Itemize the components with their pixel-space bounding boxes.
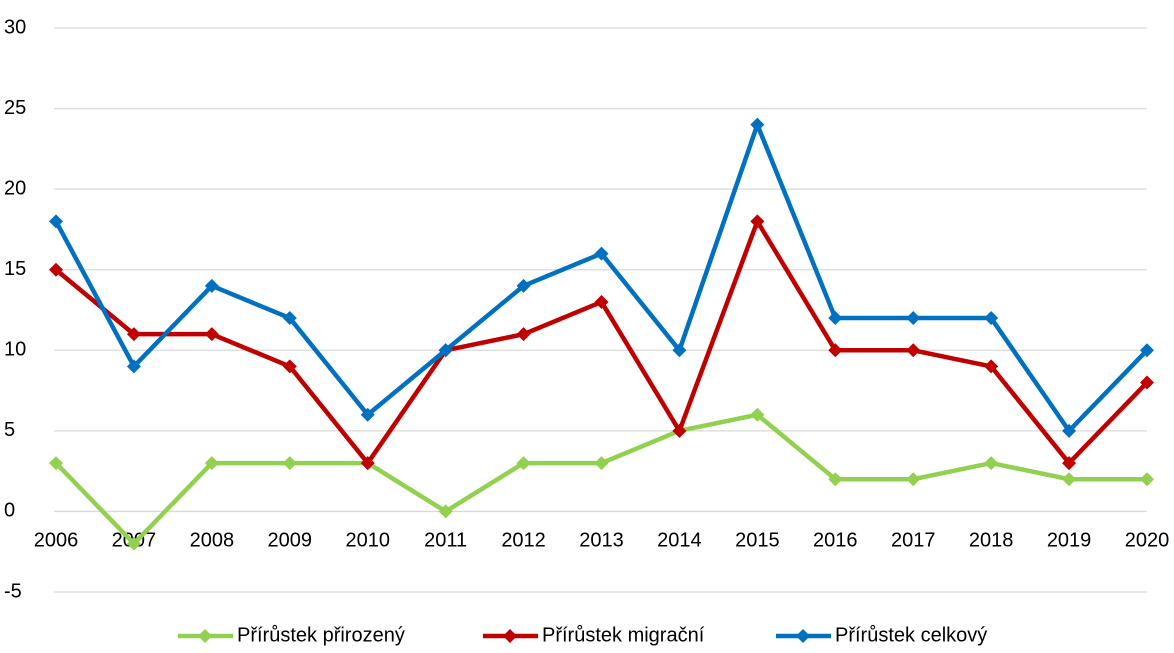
y-tick-label: 15: [4, 258, 26, 280]
marker: [126, 536, 141, 551]
marker: [828, 343, 843, 358]
marker: [828, 472, 843, 487]
marker: [672, 343, 687, 358]
y-tick-label: 20: [4, 177, 26, 199]
y-tick-label: 10: [4, 339, 26, 361]
marker: [438, 504, 453, 519]
y-tick-label: 5: [4, 419, 15, 441]
marker: [282, 359, 297, 374]
x-tick-label: 2011: [424, 530, 467, 552]
marker: [750, 214, 765, 229]
x-tick-label: 2018: [969, 530, 1014, 552]
x-tick-label: 2020: [1125, 530, 1170, 552]
marker: [360, 407, 375, 422]
marker: [360, 456, 375, 471]
x-tick-label: 2016: [813, 530, 858, 552]
y-tick-label: 0: [4, 500, 15, 522]
series-line: [54, 412, 1147, 546]
legend-marker: [198, 629, 212, 643]
legend-marker: [796, 629, 810, 643]
marker: [49, 214, 63, 229]
series-line: [54, 122, 1149, 434]
marker: [516, 278, 531, 293]
marker: [1062, 456, 1077, 471]
marker: [49, 456, 63, 471]
legend-label: Přírůstek celkový: [835, 624, 987, 646]
y-tick-label: 25: [4, 97, 26, 119]
x-tick-label: 2008: [190, 530, 235, 552]
marker: [204, 327, 219, 342]
legend-marker: [503, 629, 517, 643]
marker: [49, 262, 63, 277]
marker: [516, 456, 531, 471]
x-tick-label: 2019: [1047, 530, 1092, 552]
legend-label: Přírůstek přirozený: [237, 624, 405, 646]
marker: [282, 456, 297, 471]
marker: [750, 117, 765, 132]
marker: [984, 456, 999, 471]
marker: [204, 456, 219, 471]
marker: [906, 311, 921, 326]
marker: [750, 407, 765, 422]
marker: [828, 311, 843, 326]
y-tick-label: -5: [4, 580, 22, 602]
marker: [1140, 343, 1154, 358]
x-tick-label: 2013: [579, 530, 624, 552]
marker: [126, 359, 141, 374]
x-tick-label: 2009: [268, 530, 313, 552]
marker: [906, 472, 921, 487]
marker: [594, 246, 609, 261]
marker: [204, 278, 219, 293]
marker: [1062, 472, 1077, 487]
x-tick-label: 2012: [501, 530, 546, 552]
marker: [282, 311, 297, 326]
marker: [594, 294, 609, 309]
marker: [1062, 423, 1077, 438]
marker: [594, 456, 609, 471]
marker: [126, 327, 141, 342]
marker: [1140, 472, 1154, 487]
marker: [906, 343, 921, 358]
x-tick-label: 2015: [735, 530, 780, 552]
marker: [984, 311, 999, 326]
x-tick-label: 2014: [657, 530, 702, 552]
marker: [1140, 375, 1154, 390]
y-tick-label: 30: [4, 16, 26, 38]
x-tick-label: 2006: [34, 530, 79, 552]
marker: [438, 343, 453, 358]
legend-label: Přírůstek migrační: [542, 624, 705, 646]
marker: [516, 327, 531, 342]
x-tick-label: 2010: [345, 530, 390, 552]
marker: [984, 359, 999, 374]
x-tick-label: 2017: [891, 530, 936, 552]
marker: [672, 423, 687, 438]
